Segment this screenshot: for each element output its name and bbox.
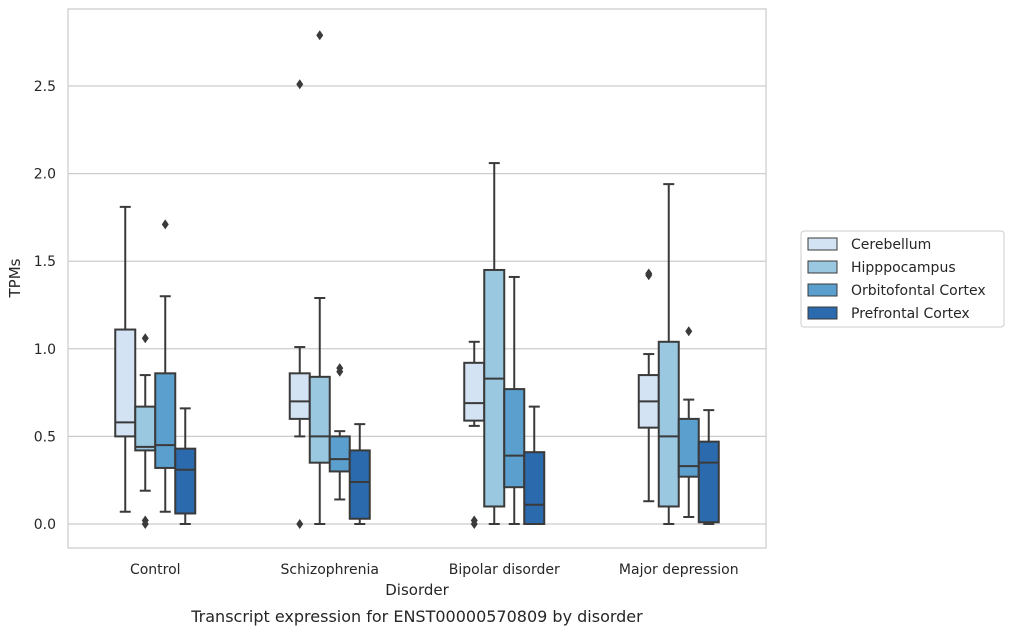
- box-group: [483, 162, 506, 525]
- box-group: [637, 268, 660, 503]
- plot-frame: [67, 8, 767, 549]
- box-group: [523, 405, 546, 525]
- x-tick-label: Control: [130, 562, 181, 578]
- box-group: [463, 340, 486, 529]
- y-tick-labels: 0.0 0.5 1.0 1.5 2.0 2.5: [34, 79, 56, 533]
- legend-label: Hipppocampus: [851, 260, 956, 276]
- y-tick-label: 1.0: [34, 342, 56, 358]
- y-tick-label: 1.5: [34, 254, 56, 270]
- x-tick-label: Schizophrenia: [281, 562, 379, 578]
- box-group: [154, 219, 177, 513]
- legend-label: Cerebellum: [851, 237, 931, 253]
- box-iqr: [288, 372, 311, 420]
- box-group: [114, 205, 137, 513]
- box-iqr: [657, 340, 680, 508]
- y-tick-label: 2.5: [34, 79, 56, 95]
- legend-swatch: [807, 237, 838, 251]
- x-tick-label: Bipolar disorder: [449, 562, 560, 578]
- box-group: [348, 423, 371, 525]
- box-group: [288, 79, 311, 529]
- legend-label: Prefrontal Cortex: [851, 306, 970, 322]
- x-tick-label: Major depression: [619, 562, 739, 578]
- legend-swatch: [807, 283, 838, 297]
- boxes: [114, 30, 720, 529]
- chart-caption: Transcript expression for ENST0000057080…: [190, 607, 643, 626]
- legend-swatch: [807, 306, 838, 320]
- box-iqr: [463, 361, 486, 422]
- box-group: [677, 326, 700, 518]
- x-tick-labels: Control Schizophrenia Bipolar disorder Majo…: [130, 562, 739, 578]
- box-group: [134, 333, 157, 529]
- box-iqr: [114, 328, 137, 438]
- box-group: [503, 275, 526, 525]
- outlier-point: [141, 333, 149, 344]
- legend-swatch: [807, 260, 838, 274]
- outlier-point: [161, 219, 169, 230]
- box-iqr: [348, 449, 371, 520]
- box-iqr: [677, 417, 700, 478]
- box-group: [174, 407, 197, 525]
- box-iqr: [154, 372, 177, 469]
- legend-frame: [800, 230, 1005, 328]
- box-iqr: [697, 440, 720, 524]
- box-iqr: [523, 451, 546, 525]
- box-group: [308, 30, 331, 525]
- outlier-point: [336, 363, 344, 374]
- outlier-point: [296, 519, 304, 529]
- box-iqr: [503, 388, 526, 489]
- y-tick-label: 0.0: [34, 517, 56, 533]
- outlier-point: [470, 515, 478, 526]
- box-iqr: [308, 375, 331, 464]
- box-group: [328, 363, 351, 501]
- box-iqr: [134, 405, 157, 452]
- outlier-point: [141, 515, 149, 526]
- x-axis-label: Disorder: [385, 581, 449, 599]
- box-iqr: [483, 268, 506, 508]
- box-group: [697, 409, 720, 525]
- y-tick-label: 0.5: [34, 429, 56, 445]
- outlier-point: [316, 30, 324, 41]
- y-tick-label: 2.0: [34, 167, 56, 183]
- box-group: [657, 183, 680, 525]
- outlier-point: [685, 326, 693, 337]
- legend: Cerebellum Hipppocampus Orbitofontal Corte…: [800, 230, 1005, 328]
- outlier-point: [645, 268, 653, 279]
- y-axis-label: TPMs: [6, 258, 24, 298]
- box-iqr: [328, 435, 351, 473]
- outlier-point: [296, 79, 304, 90]
- box-iqr: [174, 447, 197, 515]
- legend-label: Orbitofontal Cortex: [851, 283, 986, 299]
